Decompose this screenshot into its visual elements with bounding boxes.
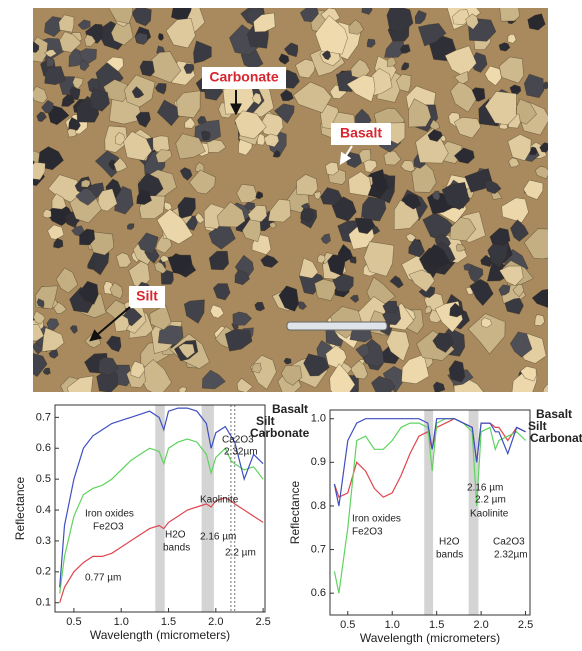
rock (140, 61, 155, 76)
chart: 0.51.01.52.02.50.60.70.80.91.0Wavelength… (288, 407, 582, 645)
x-tick-label: 2.0 (208, 616, 223, 628)
rock (535, 314, 545, 325)
annotation: 2.32µm (494, 550, 528, 561)
y-tick-label: 0.7 (311, 543, 326, 555)
y-tick-label: 0.5 (36, 473, 51, 485)
x-tick-label: 1.5 (429, 619, 444, 631)
y-axis-label: Reflectance (13, 476, 27, 540)
annotation: Iron oxides (352, 514, 401, 525)
x-tick-label: 2.5 (518, 619, 533, 631)
annotation: 0.77 µm (85, 573, 121, 584)
figure: Carbonate Basalt Silt 0.5 1.0 1.5 2.0 2.5 0.1… (0, 0, 582, 651)
water-band (202, 405, 214, 612)
x-tick-label: 2.0 (473, 619, 488, 631)
y-tick-label: 0.6 (311, 587, 326, 599)
annotation: Iron oxides (85, 509, 134, 520)
annotation: Ca2O3 (493, 537, 525, 548)
y-tick-label: 0.8 (311, 500, 326, 512)
rock (500, 2, 520, 21)
annotation: Kaolinite (200, 495, 239, 506)
y-tick-label: 0.9 (311, 456, 326, 468)
x-axis-label: Wavelength (micrometers) (90, 628, 230, 642)
x-tick-label: 1.0 (114, 616, 129, 628)
rock (201, 131, 210, 141)
annotation: Kaolinite (470, 509, 509, 520)
rock (47, 57, 55, 67)
x-tick-label: 0.5 (340, 619, 355, 631)
annotation: 2.2 µm (475, 495, 506, 506)
photo-label: Basalt (340, 125, 382, 141)
y-tick-label: 0.1 (36, 597, 51, 609)
annotation: H2O (165, 530, 186, 541)
x-tick-label: 1.0 (385, 619, 400, 631)
photo-label: Silt (136, 288, 158, 304)
annotation: 2.32µm (224, 447, 258, 458)
annotation: 2.16 µm (200, 532, 236, 543)
chart: 0.5 1.0 1.5 2.0 2.5 0.1 0.2 0.3 0.4 0.5 0.6 0.7 Wave… (13, 402, 309, 642)
y-tick-label: 0.2 (36, 566, 51, 578)
y-tick-label: 0.4 (36, 504, 51, 516)
legend-entry: Carbonate (250, 426, 310, 440)
rock (67, 129, 76, 137)
y-axis-label: Reflectance (288, 480, 302, 544)
photo-label: Carbonate (209, 69, 278, 85)
x-tick-label: 0.5 (66, 616, 81, 628)
water-band (155, 405, 164, 612)
annotation: H2O (439, 537, 460, 548)
x-tick-label: 2.5 (255, 616, 270, 628)
y-tick-label: 0.6 (36, 442, 51, 454)
y-tick-label: 1.0 (311, 413, 326, 425)
annotation: Fe2O3 (352, 527, 383, 538)
annotation: bands (163, 543, 190, 554)
x-tick-label: 1.5 (161, 616, 176, 628)
annotation: bands (436, 550, 463, 561)
x-axis-label: Wavelength (micrometers) (360, 631, 500, 645)
annotation: Ca2O3 (222, 435, 254, 446)
annotation: 2.2 µm (225, 548, 256, 559)
annotation: Fe2O3 (93, 522, 124, 533)
rock (81, 180, 90, 188)
y-tick-label: 0.7 (36, 411, 51, 423)
legend-entry: Carbonate (530, 431, 582, 445)
scale-pen (287, 322, 387, 330)
annotation: 2.16 µm (467, 483, 503, 494)
y-tick-label: 0.3 (36, 535, 51, 547)
legend-entry: Basalt (272, 402, 308, 416)
photo (18, 0, 560, 406)
